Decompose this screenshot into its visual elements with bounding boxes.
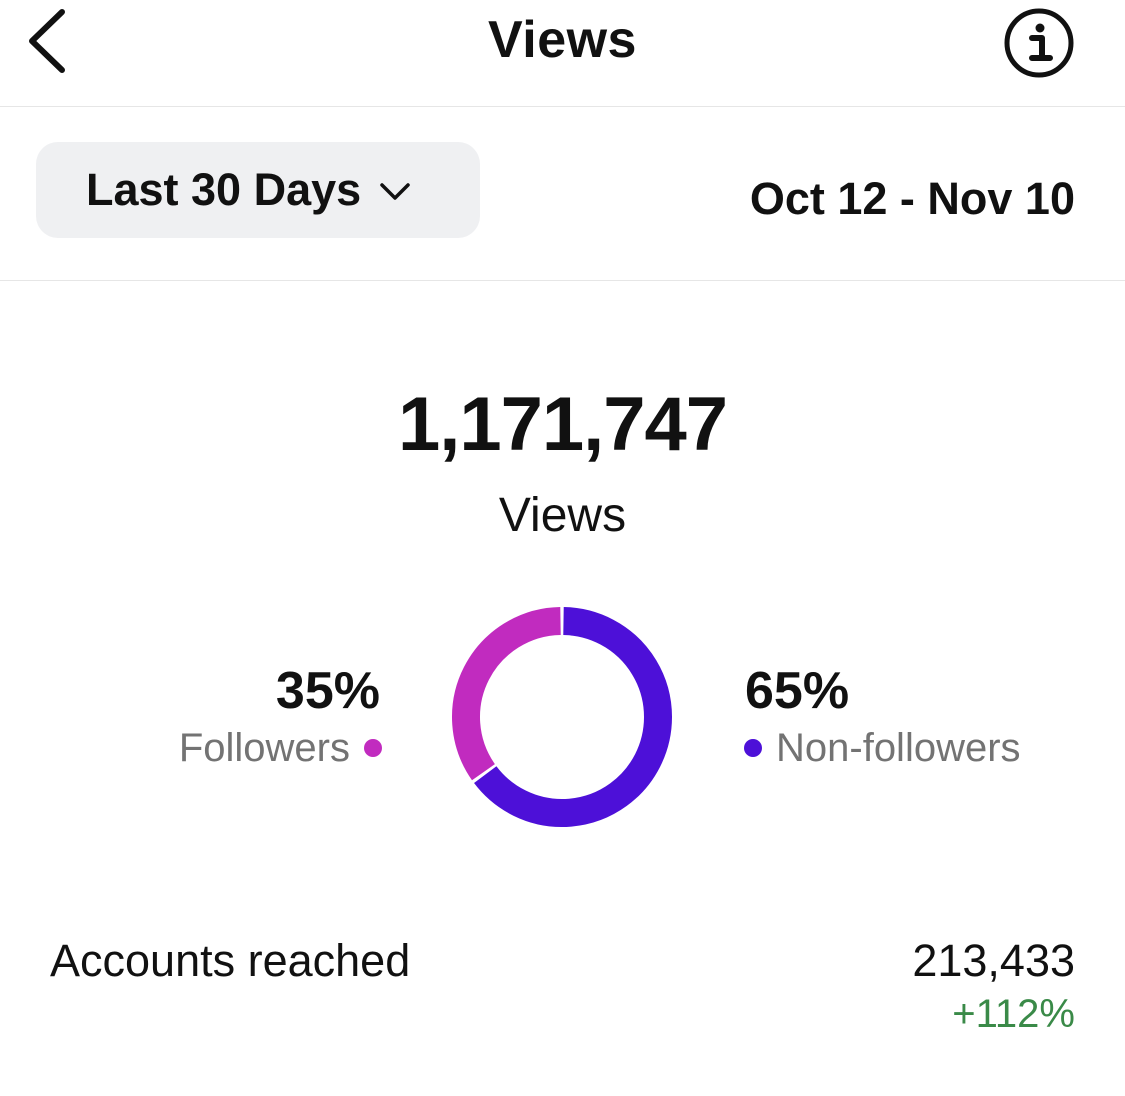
non-followers-donut-segment bbox=[474, 607, 672, 827]
date-range-text: Oct 12 - Nov 10 bbox=[749, 173, 1075, 224]
non-followers-legend-dot bbox=[744, 739, 762, 757]
followers-legend-dot bbox=[364, 739, 382, 757]
info-button[interactable] bbox=[1001, 5, 1077, 81]
top-bar: Views bbox=[0, 0, 1125, 107]
accounts-reached-label: Accounts reached bbox=[50, 935, 411, 986]
date-range-dropdown[interactable]: Last 30 Days bbox=[36, 142, 480, 238]
back-button[interactable] bbox=[18, 2, 78, 78]
followers-legend-label: Followers bbox=[178, 726, 350, 770]
non-followers-legend-label: Non-followers bbox=[776, 726, 1021, 770]
chevron-down-icon bbox=[380, 183, 410, 200]
accounts-reached-row[interactable]: Accounts reached 213,433 +112% bbox=[0, 928, 1125, 1048]
total-views-label: Views bbox=[498, 489, 627, 542]
chevron-left-icon bbox=[29, 9, 65, 73]
non-followers-percent: 65% bbox=[745, 662, 850, 720]
views-donut-chart bbox=[452, 607, 672, 827]
non-followers-legend: Non-followers bbox=[744, 722, 1021, 774]
followers-legend: Followers bbox=[179, 722, 382, 774]
page-title: Views bbox=[488, 11, 637, 69]
total-views-value: 1,171,747 bbox=[397, 382, 728, 467]
followers-donut-segment bbox=[452, 607, 562, 781]
date-range-dropdown-label: Last 30 Days bbox=[86, 164, 362, 215]
accounts-reached-value: 213,433 bbox=[912, 935, 1075, 986]
info-circle-icon bbox=[1004, 8, 1074, 78]
accounts-reached-change: +112% bbox=[952, 992, 1075, 1036]
followers-percent: 35% bbox=[275, 662, 380, 720]
date-filter-row: Last 30 Days Oct 12 - Nov 10 bbox=[0, 107, 1125, 281]
